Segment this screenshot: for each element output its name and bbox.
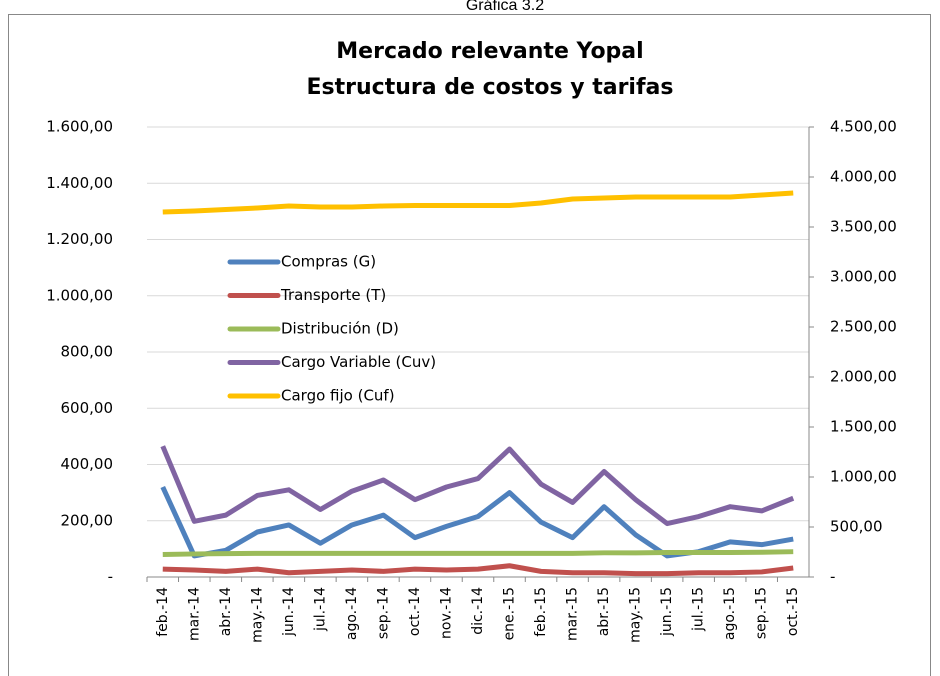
x-tick-label: jul.-15 [691, 587, 707, 632]
x-tick-label: abr.-15 [596, 587, 612, 636]
y2-tick-label: 500,00 [830, 518, 883, 536]
caption: Gráfica 3.2 [466, 0, 544, 14]
y2-tick-label: 1.500,00 [830, 418, 897, 436]
y2-tick-label: 3.500,00 [830, 218, 897, 236]
chart-title: Mercado relevante Yopal [336, 39, 643, 64]
legend-label: Cargo Variable (Cuv) [281, 353, 436, 371]
y-tick-label: - [108, 568, 113, 586]
y2-tick-label: 2.500,00 [830, 318, 897, 336]
x-tick-label: dic.-14 [470, 587, 486, 635]
legend-label: Compras (G) [281, 253, 376, 271]
x-tick-label: jun.-15 [659, 587, 675, 637]
y2-tick-label: 2.000,00 [830, 368, 897, 386]
y-tick-label: 800,00 [61, 343, 114, 361]
y-tick-label: 400,00 [61, 455, 114, 473]
x-tick-label: mar.-14 [186, 587, 202, 641]
x-tick-label: ene.-15 [502, 587, 518, 640]
x-tick-label: nov.-14 [438, 587, 454, 639]
y2-tick-label: 1.000,00 [830, 468, 897, 486]
legend-label: Transporte (T) [280, 286, 386, 304]
x-tick-label: jul.-14 [312, 587, 328, 632]
x-tick-label: ago.-15 [722, 587, 738, 640]
x-tick-label: may.-15 [628, 587, 644, 643]
x-tick-label: sep.-15 [754, 587, 770, 639]
x-tick-label: jun.-14 [281, 587, 297, 637]
chart-subtitle: Estructura de costos y tarifas [307, 75, 674, 100]
series-line [162, 190, 794, 215]
y-tick-label: 1.600,00 [46, 118, 113, 136]
x-tick-label: ago.-14 [344, 587, 360, 640]
y2-tick-label: - [830, 568, 835, 586]
series-line [162, 549, 794, 557]
x-tick-label: sep.-14 [375, 587, 391, 639]
y2-tick-label: 4.500,00 [830, 118, 897, 136]
y-tick-label: 1.400,00 [46, 174, 113, 192]
y-tick-label: 200,00 [61, 511, 114, 529]
series-line [160, 445, 795, 527]
y-tick-label: 600,00 [61, 399, 114, 417]
legend-label: Cargo fijo (Cuf) [281, 387, 395, 405]
x-tick-label: mar.-15 [565, 587, 581, 641]
y-tick-label: 1.000,00 [46, 286, 113, 304]
x-tick-label: feb.-15 [533, 587, 549, 637]
x-tick-label: abr.-14 [218, 587, 234, 636]
series-line [162, 563, 794, 577]
legend-label: Distribución (D) [281, 320, 399, 338]
x-tick-label: oct.-15 [785, 587, 801, 636]
y2-tick-label: 3.000,00 [830, 268, 897, 286]
x-tick-label: oct.-14 [407, 587, 423, 636]
x-tick-label: feb.-14 [155, 587, 171, 637]
chart-frame [8, 14, 931, 676]
y2-tick-label: 4.000,00 [830, 168, 897, 186]
x-tick-label: may.-14 [249, 587, 265, 643]
y-tick-label: 1.200,00 [46, 230, 113, 248]
